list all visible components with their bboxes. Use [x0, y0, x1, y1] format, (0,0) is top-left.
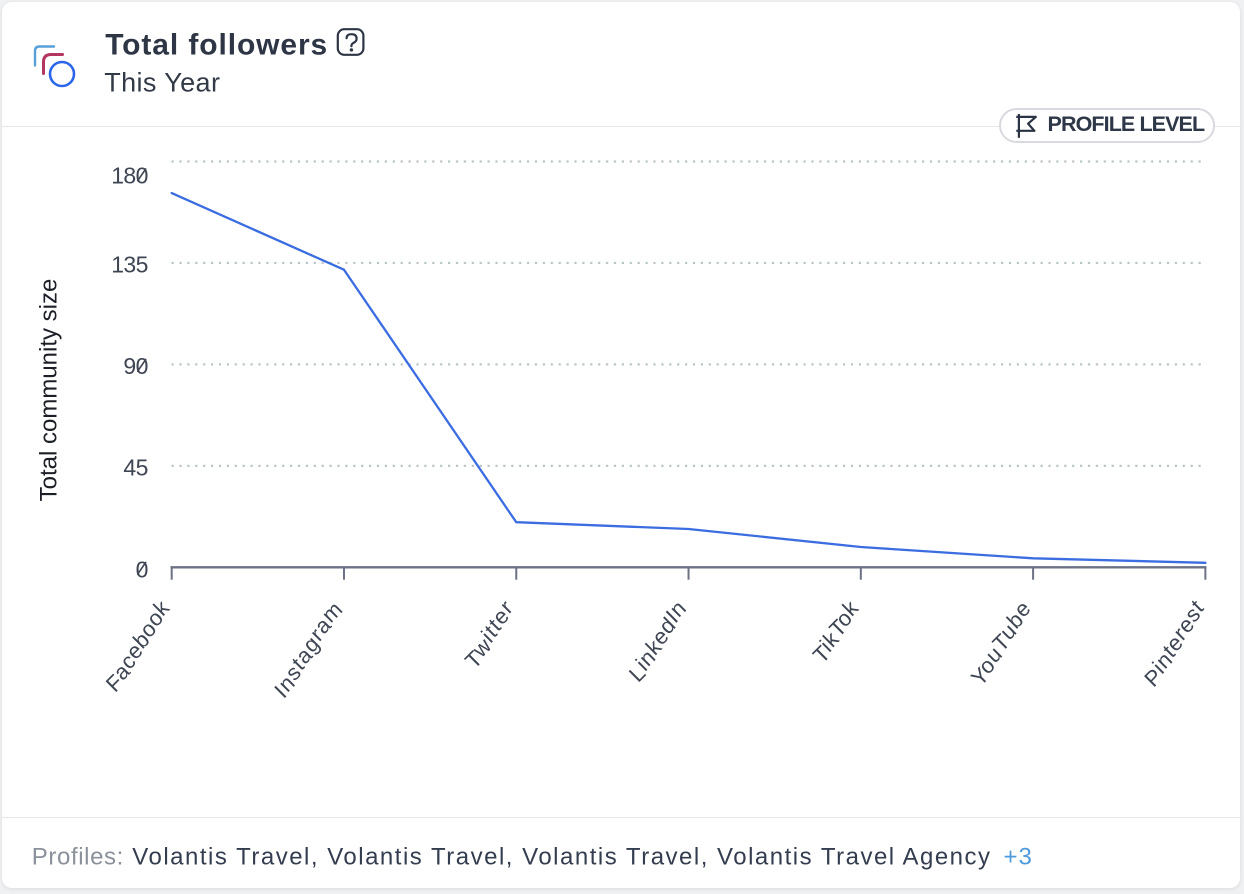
- svg-text:PROFILE LEVEL: PROFILE LEVEL: [1048, 112, 1205, 136]
- svg-text:LinkedIn: LinkedIn: [621, 593, 694, 688]
- svg-text:Pinterest: Pinterest: [1136, 593, 1213, 693]
- svg-text:Total community size: Total community size: [36, 279, 63, 502]
- svg-text:Profiles:: Profiles:: [32, 844, 124, 871]
- svg-text:135: 135: [111, 251, 148, 277]
- svg-text:180: 180: [111, 162, 148, 188]
- svg-text:+3: +3: [1004, 844, 1033, 871]
- svg-text:Twitter: Twitter: [457, 593, 523, 675]
- svg-text:This Year: This Year: [104, 68, 220, 98]
- svg-text:YouTube: YouTube: [963, 593, 1039, 692]
- svg-text:Volantis Travel, Volantis Trav: Volantis Travel, Volantis Travel, Volant…: [132, 844, 991, 871]
- svg-text:Instagram: Instagram: [266, 593, 351, 705]
- svg-text:90: 90: [123, 353, 147, 379]
- svg-text:45: 45: [123, 454, 147, 480]
- svg-text:Total followers: Total followers: [105, 28, 328, 61]
- svg-text:Facebook: Facebook: [98, 593, 178, 698]
- svg-text:TikTok: TikTok: [805, 593, 867, 670]
